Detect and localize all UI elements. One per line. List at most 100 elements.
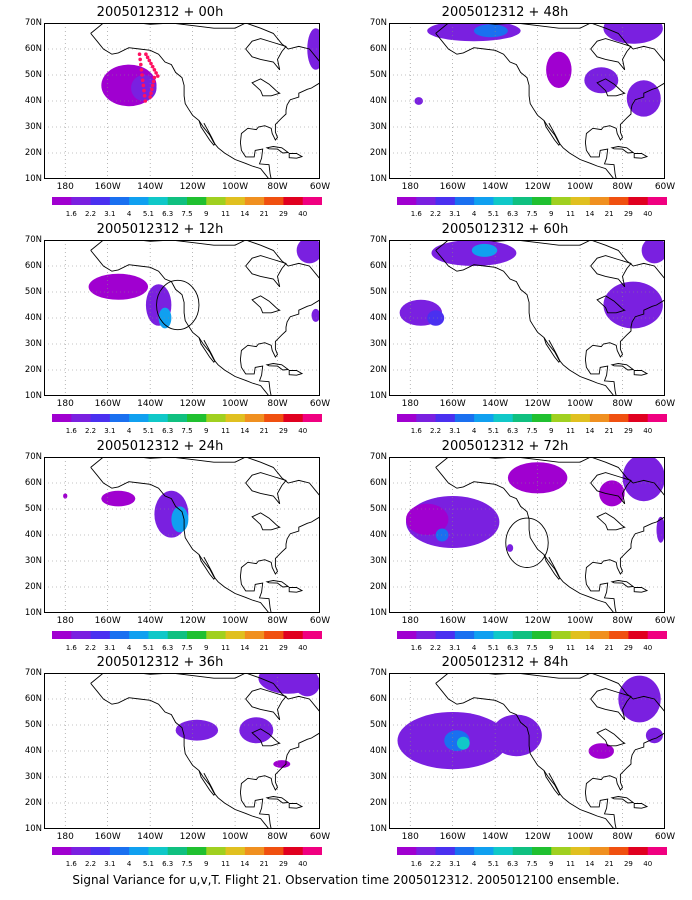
map-panel: 2005012312 + 72h 70N 60N 50N 40N 30N 20N 10N 180… — [355, 439, 675, 652]
coastline — [610, 580, 635, 588]
colorbar-label: 4 — [126, 644, 132, 652]
coastline — [584, 82, 665, 179]
colorbar-swatch — [589, 847, 610, 855]
colorbar — [52, 414, 322, 422]
lon-tick-label: 100W — [222, 616, 249, 626]
lon-tick-label: 160W — [439, 832, 466, 842]
colorbar-swatch — [551, 631, 572, 639]
colorbar-label: 5.1 — [142, 860, 154, 868]
lon-tick-label: 80W — [612, 616, 633, 626]
colorbar-swatch — [187, 631, 207, 639]
colorbar — [397, 197, 667, 205]
lat-tick-label: 40N — [369, 746, 387, 756]
colorbar-swatch — [512, 631, 533, 639]
colorbar-swatch — [435, 414, 456, 422]
lat-tick-label: 20N — [369, 148, 387, 158]
lat-tick-label: 20N — [24, 582, 42, 592]
colorbar-label: 9 — [204, 644, 209, 652]
colorbar-label: 3.1 — [104, 644, 116, 652]
lat-tick-label: 70N — [24, 235, 42, 245]
colorbar-swatch — [167, 631, 188, 639]
flight-track-point — [140, 73, 144, 77]
lon-tick-label: 160W — [94, 399, 121, 409]
variance-contour — [158, 307, 172, 329]
colorbar-swatch — [570, 414, 591, 422]
lon-tick-label: 60W — [309, 399, 331, 409]
flight-track-point — [137, 52, 142, 56]
flight-track-point — [139, 68, 144, 72]
lat-tick-label: 50N — [369, 70, 387, 80]
lat-tick-label: 40N — [24, 96, 42, 106]
panel-title: 2005012312 + 72h — [441, 439, 569, 454]
colorbar-label: 1.6 — [410, 644, 422, 652]
colorbar-swatch — [129, 847, 149, 855]
flight-track-point — [139, 62, 143, 67]
colorbar-swatch — [109, 631, 130, 639]
target-circle — [156, 279, 200, 331]
flight-track-point — [150, 87, 154, 92]
coastline — [265, 580, 290, 588]
variance-contour — [307, 28, 320, 70]
map-canvas — [44, 457, 320, 613]
colorbar-swatch — [609, 847, 629, 855]
colorbar-label: 14 — [585, 210, 595, 218]
colorbar-label: 3.1 — [104, 210, 116, 218]
lat-tick-label: 30N — [369, 556, 387, 566]
colorbar-swatch — [148, 847, 169, 855]
lat-tick-label: 40N — [369, 313, 387, 323]
colorbar-label: 29 — [278, 644, 288, 652]
colorbar-swatch — [244, 631, 265, 639]
colorbar-label: 14 — [240, 860, 250, 868]
lat-tick-label: 30N — [24, 772, 42, 782]
colorbar-swatch — [570, 847, 591, 855]
colorbar-swatch — [512, 197, 533, 205]
coastline — [435, 33, 615, 179]
lat-tick-label: 60N — [24, 44, 42, 54]
panel-title: 2005012312 + 12h — [96, 222, 224, 237]
variance-contour — [471, 243, 498, 257]
colorbar-swatch — [90, 197, 111, 205]
lon-tick-label: 180 — [56, 399, 74, 409]
colorbar-swatch — [532, 631, 552, 639]
variance-contour — [273, 760, 291, 768]
lat-tick-label: 60N — [24, 261, 42, 271]
coastline — [245, 472, 287, 505]
flight-track-point — [144, 52, 148, 56]
colorbar-label: 1.6 — [410, 210, 422, 218]
coastline — [435, 683, 615, 829]
flight-track-point — [151, 79, 156, 84]
colorbar-label: 5.1 — [487, 860, 499, 868]
coastline — [90, 467, 270, 613]
colorbar-swatch — [264, 847, 284, 855]
lat-tick-label: 50N — [369, 504, 387, 514]
colorbar-swatch — [129, 197, 149, 205]
lon-tick-label: 120W — [524, 399, 551, 409]
colorbar-swatch — [52, 631, 72, 639]
flight-track-point — [149, 91, 153, 95]
coastline — [590, 255, 632, 288]
colorbar-swatch — [609, 414, 629, 422]
lat-tick-label: 20N — [24, 365, 42, 375]
coastline — [610, 146, 635, 154]
colorbar-label: 14 — [240, 644, 250, 652]
lat-tick-label: 60N — [24, 478, 42, 488]
colorbar — [52, 847, 322, 855]
coastline — [584, 299, 665, 396]
map-frame — [44, 673, 320, 829]
lon-tick-label: 80W — [612, 399, 633, 409]
lat-tick-label: 30N — [24, 339, 42, 349]
variance-contour — [294, 673, 320, 697]
lon-tick-label: 180 — [56, 832, 74, 842]
lat-tick-label: 60N — [369, 44, 387, 54]
colorbar-swatch — [397, 631, 417, 639]
colorbar-label: 6.3 — [162, 860, 174, 868]
coastline — [584, 516, 665, 613]
lat-tick-label: 10N — [369, 608, 387, 618]
colorbar-swatch — [570, 631, 591, 639]
variance-contour — [63, 493, 68, 499]
colorbar-swatch — [52, 414, 72, 422]
map-frame — [389, 457, 665, 613]
colorbar-label: 4 — [471, 644, 477, 652]
colorbar-label: 4 — [471, 860, 477, 868]
coastline — [245, 255, 287, 288]
